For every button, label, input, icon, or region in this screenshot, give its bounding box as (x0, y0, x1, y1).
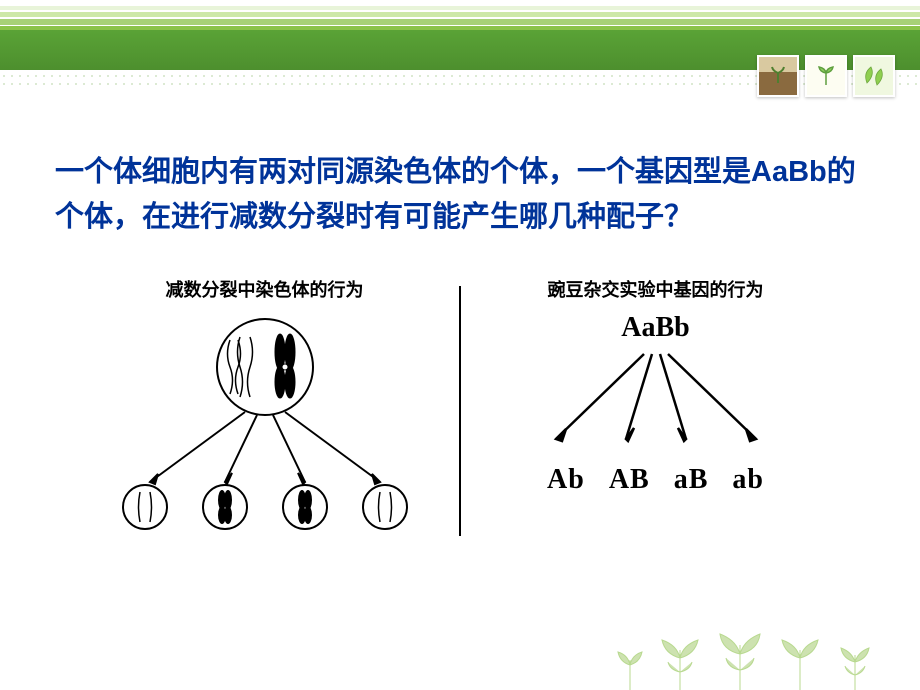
gamete-2: AB (609, 464, 650, 495)
question-text: 一个体细胞内有两对同源染色体的个体，一个基因型是AaBb的个体，在进行减数分裂时… (0, 100, 920, 260)
header-stripe-1 (0, 6, 920, 10)
gene-arrows-svg (516, 344, 796, 454)
left-diagram-title: 减数分裂中染色体的行为 (80, 276, 449, 302)
gamete-row: Ab AB aB ab (471, 464, 840, 496)
gamete-3: aB (674, 464, 709, 495)
seedling-icon (805, 55, 847, 97)
right-diagram: 豌豆杂交实验中基因的行为 AaBb Ab AB aB ab (471, 276, 840, 496)
header-icon-row (757, 55, 895, 97)
meiosis-svg (105, 312, 425, 542)
diagram-area: 减数分裂中染色体的行为 (0, 276, 920, 542)
header-stripe-3 (0, 19, 920, 25)
leaves-icon (853, 55, 895, 97)
right-diagram-title: 豌豆杂交实验中基因的行为 (471, 276, 840, 302)
gamete-1: Ab (547, 464, 585, 495)
slide-header (0, 0, 920, 100)
soil-sprout-icon (757, 55, 799, 97)
header-stripe-2 (0, 12, 920, 17)
vertical-divider (459, 286, 461, 536)
footer-plants-icon (600, 620, 900, 690)
gamete-4: ab (732, 464, 764, 495)
genotype-label: AaBb (471, 312, 840, 344)
left-diagram: 减数分裂中染色体的行为 (80, 276, 449, 542)
